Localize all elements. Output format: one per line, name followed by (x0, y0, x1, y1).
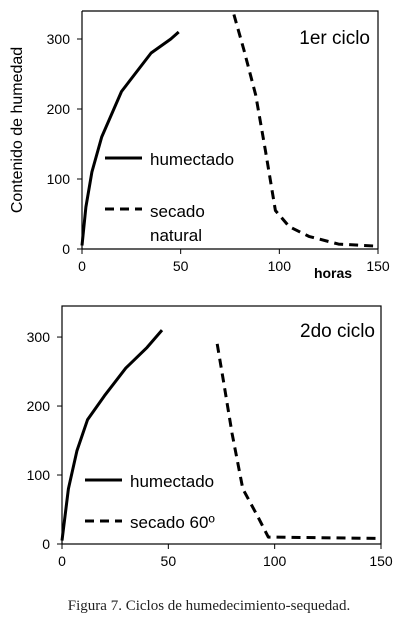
chart1-legend-label-line: natural (150, 226, 202, 245)
chart1-y-tick-label: 100 (47, 171, 71, 187)
chart2-legend-label-1: humectado (130, 472, 214, 491)
chart2-x-tick-label: 150 (369, 553, 393, 569)
chart2-x-tick-label: 50 (161, 553, 177, 569)
chart1-y-tick-label: 200 (47, 101, 71, 117)
chart1-series-dashed-line (232, 14, 379, 248)
chart2-series-dashed-line (215, 343, 382, 540)
chart1-title: 1er ciclo (299, 28, 370, 49)
chart1-x-tick-label: 0 (78, 258, 86, 274)
chart2-series-solid-line (60, 329, 164, 541)
chart2-y-tick-label: 200 (27, 398, 51, 414)
chart2-y-tick-label: 0 (42, 536, 50, 552)
chart1-x-tick-label: 100 (268, 258, 292, 274)
chart2-y-tick-label: 100 (27, 467, 51, 483)
chart2-title: 2do ciclo (300, 321, 375, 342)
chart2-x-tick-label: 0 (58, 553, 66, 569)
chart2-legend-label-2: secado 60º (130, 513, 215, 532)
chart1-legend-label-1: humectado (150, 150, 234, 169)
chart1-y-axis-label: Contenido de humedad (9, 47, 26, 213)
charts-svg: 0 100 200 300 0 50 100 150 1er ciclo horas Conteni… (9, 10, 393, 569)
chart1-series-solid-line (80, 30, 180, 246)
chart2-plot-frame (61, 305, 382, 545)
chart1-x-axis-label: horas (314, 265, 352, 281)
chart1-legend-label-2: secado natural (150, 202, 205, 245)
chart1-x-tick-label: 50 (173, 258, 189, 274)
chart1-y-tick-label: 0 (62, 241, 70, 257)
chart2-x-tick-label: 100 (263, 553, 287, 569)
chart2-y-tick-label: 300 (27, 329, 51, 345)
chart1-y-tick-label: 300 (47, 31, 71, 47)
figure-caption: Figura 7. Ciclos de humedecimiento-seque… (67, 598, 351, 614)
chart1-legend-label-line: secado (150, 202, 205, 221)
chart1-plot-frame (82, 10, 379, 249)
chart1-x-tick-label: 150 (366, 258, 390, 274)
